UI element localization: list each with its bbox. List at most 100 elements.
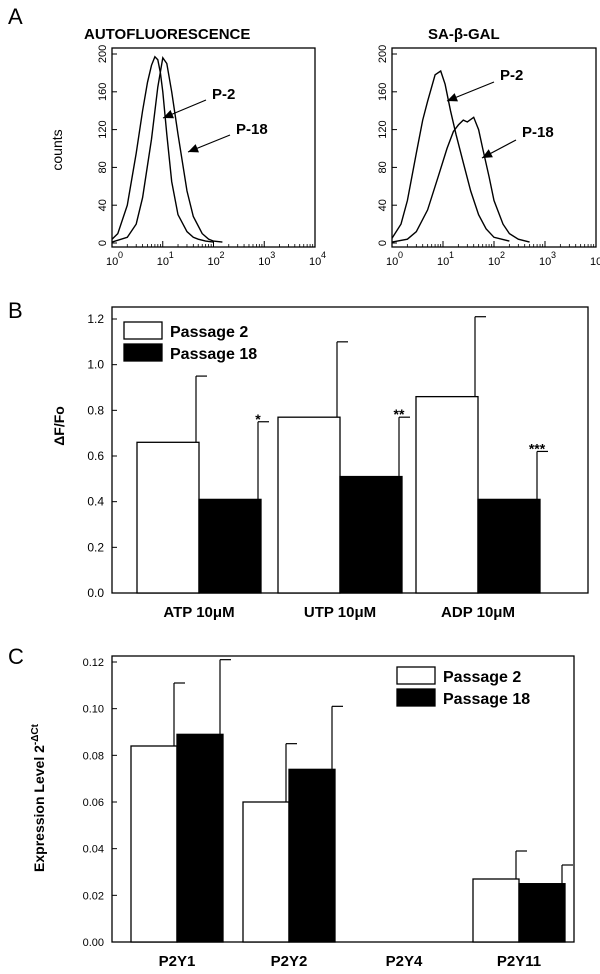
y-tick-label: 0.8 bbox=[87, 403, 104, 417]
curve-label-p-2: P-2 bbox=[212, 86, 235, 103]
y-tick-label: 0.6 bbox=[87, 449, 104, 463]
x-tick-exponent: 4 bbox=[321, 250, 326, 260]
bar-passage-18-utp-10-m bbox=[339, 475, 403, 594]
category-label: ADP 10μM bbox=[441, 604, 515, 621]
legend-label: Passage 2 bbox=[443, 669, 521, 686]
x-tick-exponent: 0 bbox=[118, 250, 123, 260]
panel-letter-a: A bbox=[8, 4, 23, 29]
y-tick-label: 0.2 bbox=[87, 540, 104, 554]
sa-beta-gal-title: SA-β-GAL bbox=[428, 26, 500, 43]
calcium-response-bar-chart: 0.0 0.2 0.4 0.6 0.8 1.0 1.2 ΔF/Fo ATP 10μM * UTP 1… bbox=[51, 306, 589, 621]
y-tick-label: 0.02 bbox=[83, 890, 104, 902]
autofluorescence-title: AUTOFLUORESCENCE bbox=[84, 26, 250, 43]
x-tick-exponent: 3 bbox=[270, 250, 275, 260]
x-tick-label: 10 bbox=[258, 256, 270, 268]
panel-letter-b: B bbox=[8, 298, 23, 323]
bar-passage-2-adp-10-m bbox=[415, 395, 479, 594]
y-tick-label: 80 bbox=[97, 161, 109, 173]
annotation-arrow-head bbox=[482, 149, 493, 158]
x-tick-label: 10 bbox=[437, 256, 449, 268]
x-tick-exponent: 2 bbox=[220, 250, 225, 260]
category-label: P2Y1 bbox=[159, 953, 196, 970]
bar-passage-18-p2y11 bbox=[518, 883, 566, 943]
x-tick-label: 10 bbox=[539, 256, 551, 268]
y-tick-label: 40 bbox=[377, 199, 389, 211]
plot-frame bbox=[111, 655, 575, 943]
bar-passage-2-utp-10-m bbox=[277, 416, 341, 594]
y-tick-label: 0 bbox=[97, 240, 109, 246]
histogram-curve-p-18 bbox=[391, 116, 530, 243]
y-tick-label: 40 bbox=[97, 199, 109, 211]
legend-label: Passage 2 bbox=[170, 324, 248, 341]
panel-a-y-axis-label: counts bbox=[49, 129, 65, 170]
y-tick-label: 0.4 bbox=[87, 495, 104, 509]
y-tick-label: 0.0 bbox=[87, 586, 104, 600]
x-tick-label: 10 bbox=[157, 256, 169, 268]
legend-swatch bbox=[123, 321, 163, 340]
y-tick-label: 0.10 bbox=[83, 704, 104, 716]
x-tick-exponent: 1 bbox=[449, 250, 454, 260]
significance-marker: *** bbox=[529, 440, 546, 456]
annotation-arrow-head bbox=[188, 144, 199, 153]
y-axis-label: ΔF/Fo bbox=[51, 406, 67, 446]
curve-label-p-18: P-18 bbox=[236, 121, 268, 138]
y-tick-label: 160 bbox=[377, 83, 389, 101]
p2y-expression-bar-chart: 0.00 0.02 0.04 0.06 0.08 0.10 0.12 Expression L… bbox=[30, 655, 575, 970]
bar-passage-2-atp-10-m bbox=[136, 441, 200, 594]
y-axis-label-superscript: -ΔCt bbox=[30, 723, 41, 745]
annotation-arrow-head bbox=[447, 93, 458, 102]
curve-label-p-2: P-2 bbox=[500, 67, 523, 84]
bar-passage-18-atp-10-m bbox=[198, 498, 262, 594]
x-tick-exponent: 2 bbox=[500, 250, 505, 260]
y-tick-label: 120 bbox=[97, 120, 109, 138]
category-label: P2Y2 bbox=[271, 953, 308, 970]
panel-letter-c: C bbox=[8, 644, 24, 669]
x-tick-label: 10 bbox=[488, 256, 500, 268]
x-tick-label: 10 bbox=[208, 256, 220, 268]
x-tick-label: 10 bbox=[106, 256, 118, 268]
x-tick-exponent: 3 bbox=[551, 250, 556, 260]
y-tick-label: 120 bbox=[377, 120, 389, 138]
legend-label: Passage 18 bbox=[443, 691, 530, 708]
legend-swatch bbox=[396, 688, 436, 707]
y-tick-label: 0.12 bbox=[83, 657, 104, 669]
bar-passage-2-p2y2 bbox=[242, 801, 290, 943]
bar-passage-18-p2y2 bbox=[288, 768, 336, 943]
histogram-curve-p-2 bbox=[111, 55, 214, 243]
y-tick-label: 160 bbox=[97, 83, 109, 101]
annotation-arrow-head bbox=[163, 110, 174, 119]
y-tick-label: 0.08 bbox=[83, 750, 104, 762]
category-label: ATP 10μM bbox=[163, 604, 234, 621]
bar-passage-18-p2y1 bbox=[176, 733, 224, 943]
legend-label: Passage 18 bbox=[170, 346, 257, 363]
y-tick-label: 0.00 bbox=[83, 937, 104, 949]
y-axis-label: Expression Level 2-ΔCt bbox=[30, 723, 47, 872]
significance-marker: * bbox=[255, 411, 261, 427]
y-tick-label: 200 bbox=[377, 45, 389, 63]
y-tick-label: 1.2 bbox=[87, 312, 104, 326]
legend-swatch bbox=[396, 666, 436, 685]
significance-marker: ** bbox=[394, 406, 405, 422]
x-tick-label: 10 bbox=[309, 256, 321, 268]
category-label: P2Y4 bbox=[386, 953, 423, 970]
category-label: P2Y11 bbox=[497, 953, 541, 970]
x-tick-exponent: 1 bbox=[169, 250, 174, 260]
legend-swatch bbox=[123, 343, 163, 362]
curve-label-p-18: P-18 bbox=[522, 124, 554, 141]
plot-frame bbox=[111, 47, 316, 248]
y-tick-label: 0 bbox=[377, 240, 389, 246]
y-tick-label: 200 bbox=[97, 45, 109, 63]
bar-passage-18-adp-10-m bbox=[477, 498, 541, 594]
x-tick-label: 10 bbox=[590, 256, 600, 268]
category-label: UTP 10μM bbox=[304, 604, 376, 621]
x-tick-exponent: 0 bbox=[398, 250, 403, 260]
bar-passage-2-p2y11 bbox=[472, 878, 520, 943]
y-tick-label: 0.04 bbox=[83, 844, 104, 856]
histogram-curve-p-2 bbox=[391, 69, 510, 242]
plot-frame bbox=[391, 47, 597, 248]
y-tick-label: 80 bbox=[377, 161, 389, 173]
histogram-curve-p-18 bbox=[111, 56, 223, 243]
